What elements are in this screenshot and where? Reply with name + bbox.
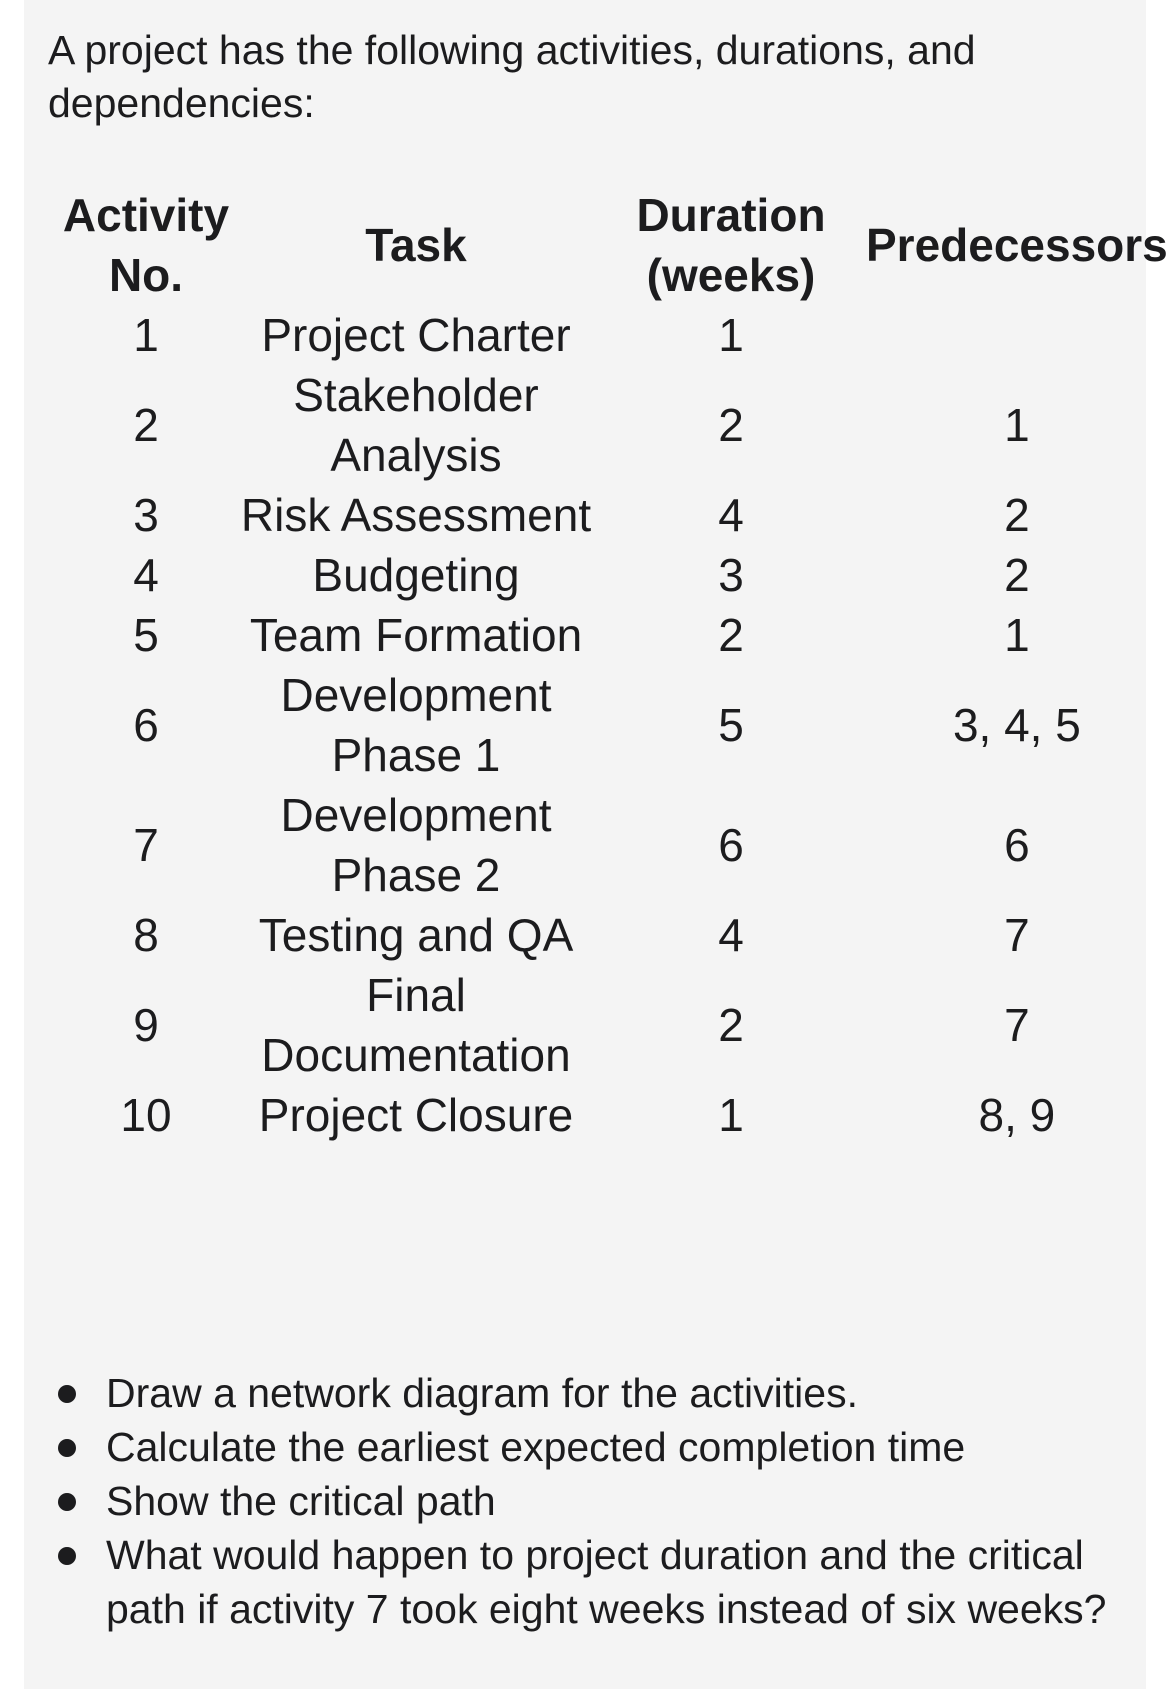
cell-predecessors: 2: [1004, 489, 1030, 541]
cell-task: Team Formation: [249, 609, 583, 661]
table-row: 4 Budgeting 3 2: [56, 545, 1168, 605]
cell-duration: 4: [718, 489, 744, 541]
activities-table: Activity No. Task Duration (weeks) Prede…: [56, 185, 1168, 1145]
question-item: What would happen to project duration an…: [52, 1528, 1122, 1636]
cell-duration: 2: [718, 399, 744, 451]
table-row: 9 Final Documentation 2 7: [56, 965, 1168, 1085]
intro-text: A project has the following activities, …: [48, 27, 976, 126]
cell-activity-no: 10: [120, 1089, 172, 1141]
cell-duration: 3: [718, 549, 744, 601]
header-task: Task: [365, 219, 467, 271]
question-item: Calculate the earliest expected completi…: [52, 1420, 1122, 1474]
cell-duration: 1: [718, 1089, 744, 1141]
cell-activity-no: 2: [133, 399, 159, 451]
cell-task: Stakeholder Analysis: [293, 369, 539, 481]
table-row: 7 Development Phase 2 6 6: [56, 785, 1168, 905]
cell-activity-no: 6: [133, 699, 159, 751]
bullet-icon: [58, 1493, 76, 1511]
table-row: 10 Project Closure 1 8, 9: [56, 1085, 1168, 1145]
question-text: Draw a network diagram for the activitie…: [106, 1370, 858, 1416]
question-item: Show the critical path: [52, 1474, 1122, 1528]
cell-predecessors: 8, 9: [978, 1089, 1056, 1141]
cell-task: Project Closure: [258, 1089, 574, 1141]
cell-task: Development Phase 2: [280, 789, 552, 901]
cell-predecessors: 7: [1004, 909, 1030, 961]
table-row: 1 Project Charter 1: [56, 305, 1168, 365]
cell-activity-no: 4: [133, 549, 159, 601]
cell-predecessors: 6: [1004, 819, 1030, 871]
cell-task: Risk Assessment: [240, 489, 592, 541]
table-header-row: Activity No. Task Duration (weeks) Prede…: [56, 185, 1168, 305]
cell-predecessors: [866, 305, 1168, 365]
header-activity-no: Activity No.: [62, 189, 230, 301]
bullet-icon: [58, 1385, 76, 1403]
table-row: 5 Team Formation 2 1: [56, 605, 1168, 665]
questions-list: Draw a network diagram for the activitie…: [52, 1366, 1122, 1636]
cell-duration: 2: [718, 609, 744, 661]
cell-activity-no: 5: [133, 609, 159, 661]
question-text: What would happen to project duration an…: [106, 1532, 1107, 1632]
cell-predecessors: 3, 4, 5: [952, 699, 1081, 751]
cell-task: Final Documentation: [261, 969, 571, 1081]
cell-task: Development Phase 1: [280, 669, 552, 781]
table-row: 3 Risk Assessment 4 2: [56, 485, 1168, 545]
table-row: 8 Testing and QA 4 7: [56, 905, 1168, 965]
cell-predecessors: 1: [1004, 399, 1030, 451]
cell-activity-no: 9: [133, 999, 159, 1051]
cell-task: Project Charter: [261, 309, 571, 361]
bullet-icon: [58, 1547, 76, 1565]
cell-predecessors: 2: [1004, 549, 1030, 601]
cell-task: Budgeting: [312, 549, 520, 601]
cell-activity-no: 1: [133, 309, 159, 361]
cell-activity-no: 7: [133, 819, 159, 871]
question-text: Calculate the earliest expected completi…: [106, 1424, 966, 1470]
question-text: Show the critical path: [106, 1478, 496, 1524]
cell-duration: 6: [718, 819, 744, 871]
table-row: 2 Stakeholder Analysis 2 1: [56, 365, 1168, 485]
header-predecessors: Predecessors: [866, 219, 1168, 271]
cell-duration: 4: [718, 909, 744, 961]
content-panel: [24, 0, 1146, 1689]
header-duration: Duration (weeks): [636, 189, 826, 301]
cell-predecessors: 1: [1004, 609, 1030, 661]
table-row: 6 Development Phase 1 5 3, 4, 5: [56, 665, 1168, 785]
bullet-icon: [58, 1439, 76, 1457]
cell-predecessors: 7: [1004, 999, 1030, 1051]
cell-duration: 5: [718, 699, 744, 751]
cell-activity-no: 8: [133, 909, 159, 961]
cell-duration: 2: [718, 999, 744, 1051]
cell-duration: 1: [718, 309, 744, 361]
cell-activity-no: 3: [133, 489, 159, 541]
question-item: Draw a network diagram for the activitie…: [52, 1366, 1122, 1420]
cell-task: Testing and QA: [258, 909, 574, 961]
